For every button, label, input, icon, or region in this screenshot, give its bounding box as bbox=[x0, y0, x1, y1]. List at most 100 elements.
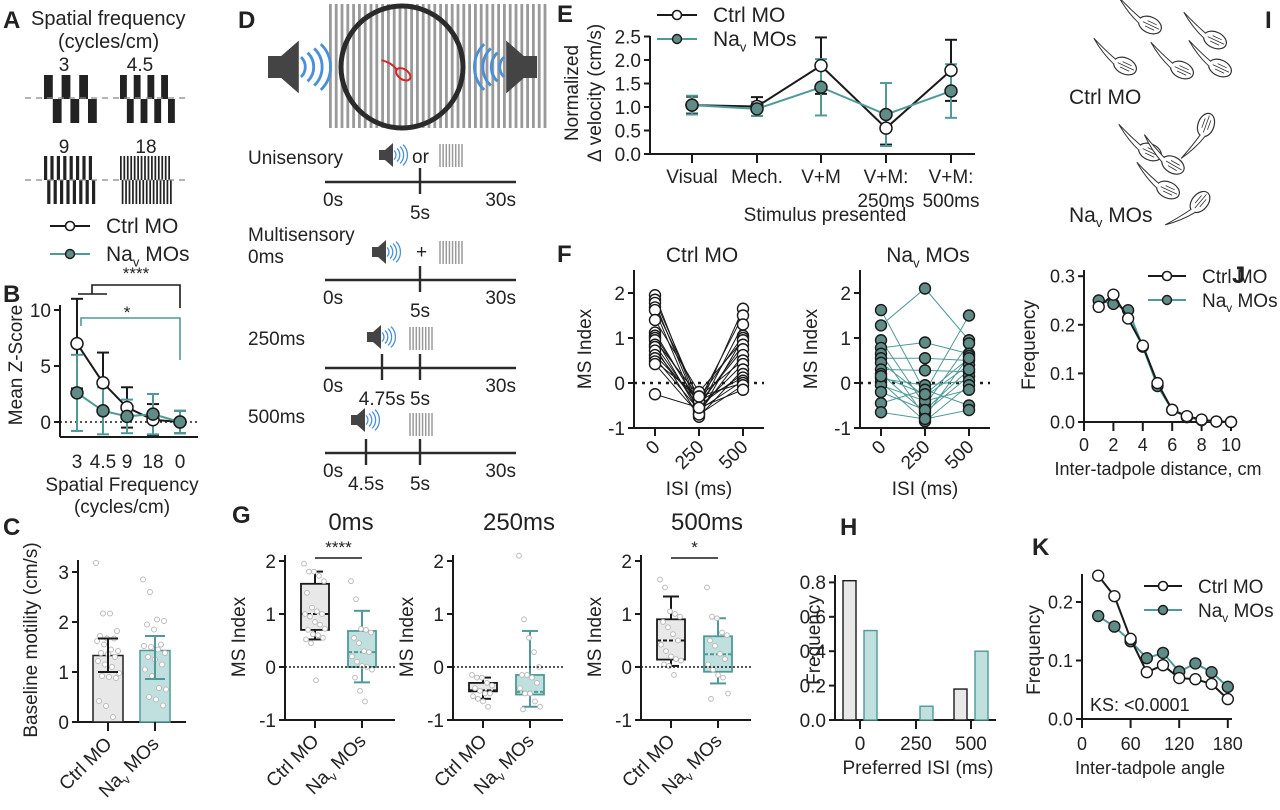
x-axis-label: Spatial Frequency bbox=[45, 475, 199, 496]
data-point bbox=[94, 638, 100, 644]
tadpole-detail bbox=[1117, 61, 1135, 72]
y-tick-label: 0.3 bbox=[1050, 267, 1075, 287]
y-tick-label: 2 bbox=[614, 284, 625, 305]
sound-wave bbox=[368, 413, 373, 427]
legend-ctrl-label: Ctrl MO bbox=[713, 4, 785, 27]
grating-bar bbox=[70, 99, 80, 123]
data-point bbox=[705, 661, 711, 668]
y-tick-label: 0 bbox=[40, 413, 51, 434]
data-point bbox=[140, 576, 146, 583]
data-point bbox=[532, 698, 538, 705]
data-point bbox=[308, 640, 314, 647]
y-tick-label: 1 bbox=[265, 605, 276, 626]
x-tick-label: 9 bbox=[122, 452, 133, 473]
data-point bbox=[1205, 677, 1218, 691]
y-tick-label: 1.0 bbox=[615, 98, 641, 119]
tadpole-detail bbox=[1160, 185, 1178, 196]
x-axis-label-units: (cycles/cm) bbox=[74, 497, 170, 518]
data-point bbox=[161, 618, 167, 624]
bar bbox=[974, 650, 989, 721]
data-point bbox=[307, 613, 313, 620]
grating-bar bbox=[63, 156, 67, 180]
data-point bbox=[173, 415, 187, 429]
sound-wave bbox=[371, 411, 377, 429]
y-axis-label-2: Δ velocity (cm/s) bbox=[585, 24, 606, 162]
y-tick-label: -1 bbox=[608, 419, 625, 440]
grating-bar bbox=[163, 180, 165, 204]
arena-stripe bbox=[450, 4, 454, 128]
data-point bbox=[479, 674, 485, 681]
grating-bar bbox=[166, 180, 169, 204]
data-point bbox=[484, 680, 490, 686]
timeline-mark-label: 5s bbox=[410, 474, 430, 495]
sound-wave bbox=[386, 246, 390, 258]
nav-rest: MOs bbox=[1228, 601, 1273, 622]
arena-illustration bbox=[268, 3, 547, 436]
arena-stripe bbox=[404, 4, 408, 128]
tadpole-detail bbox=[1212, 63, 1230, 74]
data-point bbox=[110, 714, 116, 720]
arena-stripe bbox=[503, 4, 506, 128]
timeline-mark-label: 4.5s bbox=[348, 474, 384, 495]
data-point bbox=[670, 631, 676, 638]
data-point bbox=[309, 604, 315, 611]
sound-wave bbox=[390, 326, 397, 348]
data-point bbox=[108, 646, 114, 653]
data-point bbox=[149, 673, 155, 679]
data-point bbox=[147, 589, 153, 595]
y-tick-label: 1 bbox=[433, 605, 444, 626]
data-point bbox=[874, 319, 888, 332]
sound-wave bbox=[306, 51, 316, 83]
data-point bbox=[470, 693, 476, 700]
data-point bbox=[1140, 666, 1154, 679]
panel-label-h: H bbox=[840, 514, 857, 541]
data-point bbox=[918, 282, 932, 295]
data-point bbox=[537, 703, 543, 710]
y-tick-label: 0 bbox=[265, 658, 276, 679]
legend-ctrl-label: Ctrl MO bbox=[1198, 577, 1263, 598]
legend-nav-marker bbox=[1161, 294, 1173, 306]
y-tick-label: 10 bbox=[30, 301, 51, 322]
nav-sub: v bbox=[740, 39, 747, 54]
data-point bbox=[918, 364, 932, 377]
grating-bar bbox=[69, 156, 73, 180]
data-point bbox=[96, 698, 102, 704]
panel-label-a: A bbox=[3, 7, 20, 34]
data-point bbox=[944, 63, 958, 78]
x-tick-label: 0 bbox=[868, 437, 890, 459]
grating-bar bbox=[154, 99, 162, 123]
data-point bbox=[667, 608, 673, 615]
sound-wave bbox=[402, 144, 409, 166]
data-point bbox=[349, 653, 355, 660]
data-point bbox=[351, 634, 357, 641]
timeline-end-label: 30s bbox=[485, 288, 516, 309]
arena-stripe bbox=[358, 4, 361, 128]
y-tick-label: 2 bbox=[840, 284, 851, 305]
y-tick-label: 1 bbox=[621, 605, 632, 626]
timeline-0ms: 0s 30s 5s bbox=[323, 266, 516, 322]
ms0-label: 0ms bbox=[248, 247, 284, 268]
legend-nav-label: Nav MOs bbox=[1202, 291, 1278, 315]
data-point bbox=[1172, 671, 1186, 685]
y-tick-label: -1 bbox=[834, 419, 851, 440]
data-point bbox=[1092, 300, 1105, 314]
grating-bar bbox=[138, 180, 141, 204]
grating-bar bbox=[52, 99, 62, 123]
legend-nav-label: Nav MOs bbox=[106, 243, 190, 269]
timeline-end-label: 30s bbox=[485, 461, 516, 482]
data-point bbox=[469, 672, 475, 678]
tadpole-icon bbox=[1118, 123, 1162, 162]
grating-bar bbox=[120, 156, 122, 180]
data-point bbox=[879, 121, 893, 135]
nav-rest: MOs bbox=[920, 244, 970, 267]
data-point bbox=[114, 628, 120, 634]
x-tick-label: 120 bbox=[1164, 734, 1194, 754]
x-tick-label: 0 bbox=[855, 734, 866, 755]
panel-label-b: B bbox=[3, 281, 20, 308]
data-point bbox=[1180, 409, 1194, 423]
arena-stripe bbox=[375, 4, 379, 128]
data-point bbox=[962, 383, 976, 396]
grating-icon bbox=[439, 144, 463, 167]
grating-icon bbox=[409, 327, 433, 350]
